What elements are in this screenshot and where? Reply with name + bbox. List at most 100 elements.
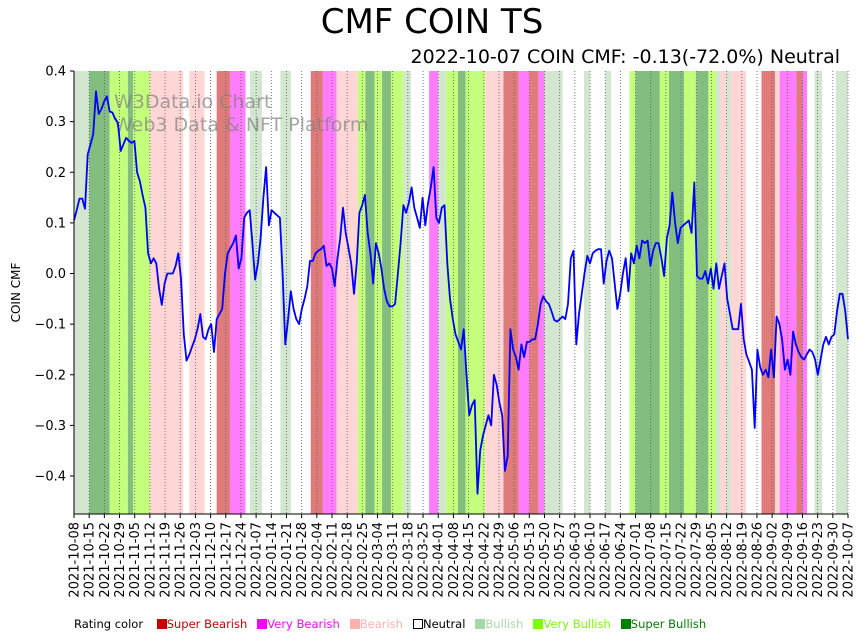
- y-tick-label-1: −0.3: [34, 419, 66, 434]
- x-tick-label-13: 2022-01-14: [265, 522, 280, 598]
- x-tick-label-6: 2021-11-19: [159, 522, 174, 598]
- x-tick-label-31: 2022-05-20: [538, 522, 553, 598]
- x-tick-label-19: 2022-02-25: [356, 522, 371, 598]
- legend-label-2: Bearish: [359, 617, 403, 631]
- rating-band-25: [410, 71, 430, 514]
- legend-title: Rating color: [74, 617, 144, 631]
- x-tick-label-22: 2022-03-18: [401, 522, 416, 598]
- legend-swatch-1: [257, 619, 268, 629]
- y-tick-label-0: −0.4: [34, 470, 66, 485]
- rating-band-8: [204, 71, 217, 514]
- rating-band-55: [775, 71, 780, 514]
- x-tick-label-18: 2022-02-18: [341, 522, 356, 598]
- rating-band-34: [529, 71, 539, 514]
- rating-band-12: [250, 71, 263, 514]
- rating-band-60: [814, 71, 823, 514]
- chart-subtitle: 2022-10-07 COIN CMF: -0.13(-72.0%) Neutr…: [410, 46, 840, 68]
- x-tick-label-26: 2022-04-15: [462, 522, 477, 598]
- rating-band-39: [590, 71, 606, 514]
- legend-swatch-3: [412, 619, 423, 629]
- rating-band-47: [696, 71, 709, 514]
- x-tick-label-45: 2022-08-26: [750, 522, 765, 598]
- legend-swatch-0: [156, 619, 167, 629]
- x-tick-label-17: 2022-02-11: [326, 522, 341, 598]
- x-tick-label-11: 2021-12-24: [234, 522, 249, 598]
- rating-band-16: [310, 71, 323, 514]
- x-tick-label-34: 2022-06-10: [584, 522, 599, 598]
- x-tick-label-10: 2021-12-17: [219, 522, 234, 598]
- rating-band-38: [583, 71, 590, 514]
- rating-band-49: [715, 71, 721, 514]
- rating-band-62: [835, 71, 848, 514]
- x-tick-label-48: 2022-09-16: [796, 522, 811, 598]
- rating-band-7: [189, 71, 205, 514]
- x-tick-label-29: 2022-05-06: [508, 522, 523, 598]
- y-tick-label-3: −0.1: [34, 318, 66, 333]
- rating-band-46: [684, 71, 697, 514]
- x-tick-label-21: 2022-03-11: [386, 522, 401, 598]
- legend-swatch-6: [620, 619, 631, 629]
- x-tick-label-3: 2021-10-29: [113, 522, 128, 598]
- legend-swatch-2: [349, 619, 360, 629]
- x-tick-label-47: 2022-09-09: [781, 522, 796, 598]
- x-tick-label-46: 2022-09-02: [766, 522, 781, 598]
- y-tick-label-8: 0.4: [45, 65, 66, 80]
- x-tick-label-12: 2022-01-07: [250, 522, 265, 598]
- rating-legend: Rating color Super Bearish Very Bearish Be…: [74, 617, 706, 631]
- rating-band-20: [365, 71, 375, 514]
- y-tick-label-2: −0.2: [34, 368, 66, 383]
- rating-band-37: [562, 71, 584, 514]
- x-tick-label-32: 2022-05-27: [553, 522, 568, 598]
- y-axis-label: COIN CMF: [9, 263, 23, 323]
- y-tick-label-7: 0.3: [45, 115, 66, 130]
- legend-label-0: Super Bearish: [166, 617, 248, 631]
- x-tick-label-42: 2022-08-05: [705, 522, 720, 598]
- rating-band-24: [403, 71, 411, 514]
- x-tick-label-40: 2022-07-22: [675, 522, 690, 598]
- rating-band-57: [796, 71, 803, 514]
- x-tick-label-5: 2021-11-12: [143, 522, 158, 598]
- rating-band-28: [445, 71, 458, 514]
- x-tick-label-2: 2021-10-22: [98, 522, 113, 598]
- y-tick-label-5: 0.1: [45, 216, 66, 231]
- rating-band-44: [659, 71, 669, 514]
- x-tick-label-16: 2022-02-04: [310, 522, 325, 598]
- rating-band-3: [127, 71, 134, 514]
- x-tick-label-20: 2022-03-04: [371, 522, 386, 598]
- legend-swatch-4: [475, 619, 486, 629]
- legend-label-4: Bullish: [485, 617, 524, 631]
- rating-band-0: [74, 71, 90, 514]
- x-tick-label-4: 2021-11-05: [128, 522, 143, 598]
- rating-band-56: [779, 71, 797, 514]
- rating-band-1: [89, 71, 110, 514]
- rating-band-45: [668, 71, 685, 514]
- watermark-line-0: W3Data.io Chart: [114, 91, 271, 113]
- x-tick-label-50: 2022-09-30: [826, 522, 841, 598]
- x-tick-label-1: 2021-10-15: [83, 522, 98, 598]
- rating-band-30: [465, 71, 486, 514]
- x-tick-label-28: 2022-04-29: [492, 522, 507, 598]
- rating-band-52: [731, 71, 747, 514]
- rating-band-23: [391, 71, 404, 514]
- rating-band-17: [322, 71, 337, 514]
- rating-band-2: [109, 71, 128, 514]
- rating-band-50: [720, 71, 727, 514]
- rating-band-21: [374, 71, 383, 514]
- legend-label-1: Very Bearish: [267, 617, 340, 631]
- rating-band-4: [133, 71, 150, 514]
- rating-band-5: [149, 71, 184, 514]
- x-tick-label-51: 2022-10-07: [842, 522, 857, 598]
- x-tick-label-27: 2022-04-22: [477, 522, 492, 598]
- x-tick-label-49: 2022-09-23: [811, 522, 826, 598]
- x-tick-label-41: 2022-07-29: [690, 522, 705, 598]
- x-tick-label-14: 2022-01-21: [280, 522, 295, 598]
- rating-band-59: [807, 71, 815, 514]
- x-tick-label-23: 2022-03-25: [417, 522, 432, 598]
- rating-band-58: [802, 71, 808, 514]
- x-tick-label-37: 2022-07-01: [629, 522, 644, 598]
- legend-swatch-5: [533, 619, 544, 629]
- rating-band-6: [183, 71, 190, 514]
- x-tick-label-8: 2021-12-03: [189, 522, 204, 598]
- rating-band-51: [726, 71, 732, 514]
